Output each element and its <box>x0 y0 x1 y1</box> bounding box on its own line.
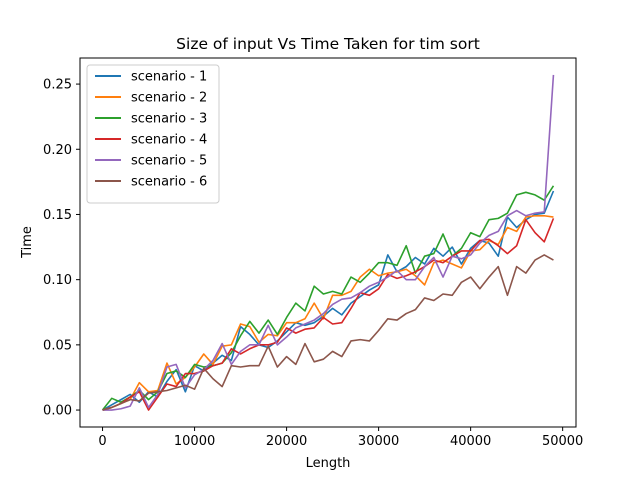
x-tick-label: 50000 <box>542 434 583 449</box>
legend-box <box>86 64 220 204</box>
x-axis: 0 10000 20000 30000 40000 50000 <box>98 427 583 449</box>
chart-title: Size of input Vs Time Taken for tim sort <box>176 35 480 53</box>
y-axis-title: Time <box>20 226 35 259</box>
y-tick-label: 0.25 <box>43 78 72 93</box>
legend-label-1: scenario - 1 <box>131 70 207 85</box>
legend-label-4: scenario - 4 <box>131 133 207 148</box>
legend-label-3: scenario - 3 <box>131 112 207 127</box>
y-tick-label: 0.10 <box>43 273 72 288</box>
legend-label-5: scenario - 5 <box>131 154 207 169</box>
y-tick-label: 0.15 <box>43 208 72 223</box>
series-line-4 <box>102 218 555 411</box>
legend-label-2: scenario - 2 <box>131 91 207 106</box>
y-tick-label: 0.00 <box>43 404 72 419</box>
x-tick-label: 10000 <box>174 434 215 449</box>
x-tick-label: 30000 <box>358 434 399 449</box>
plot-area-frame <box>79 57 577 428</box>
x-tick-label: 20000 <box>266 434 307 449</box>
series-line-5 <box>102 74 555 411</box>
x-tick-label: 0 <box>98 434 106 449</box>
y-tick-label: 0.20 <box>43 143 72 158</box>
series-line-2 <box>102 214 554 411</box>
series-line-6 <box>102 254 554 411</box>
plot-lines <box>101 74 555 411</box>
x-tick-label: 40000 <box>450 434 491 449</box>
series-line-3 <box>101 185 555 411</box>
y-tick-label: 0.05 <box>43 338 72 353</box>
y-axis: 0.00 0.05 0.10 0.15 0.20 0.25 <box>43 78 80 419</box>
x-axis-title: Length <box>306 456 351 471</box>
legend-label-6: scenario - 6 <box>131 175 207 190</box>
legend: scenario - 1 scenario - 2 scenario - 3 scen… <box>86 64 220 204</box>
